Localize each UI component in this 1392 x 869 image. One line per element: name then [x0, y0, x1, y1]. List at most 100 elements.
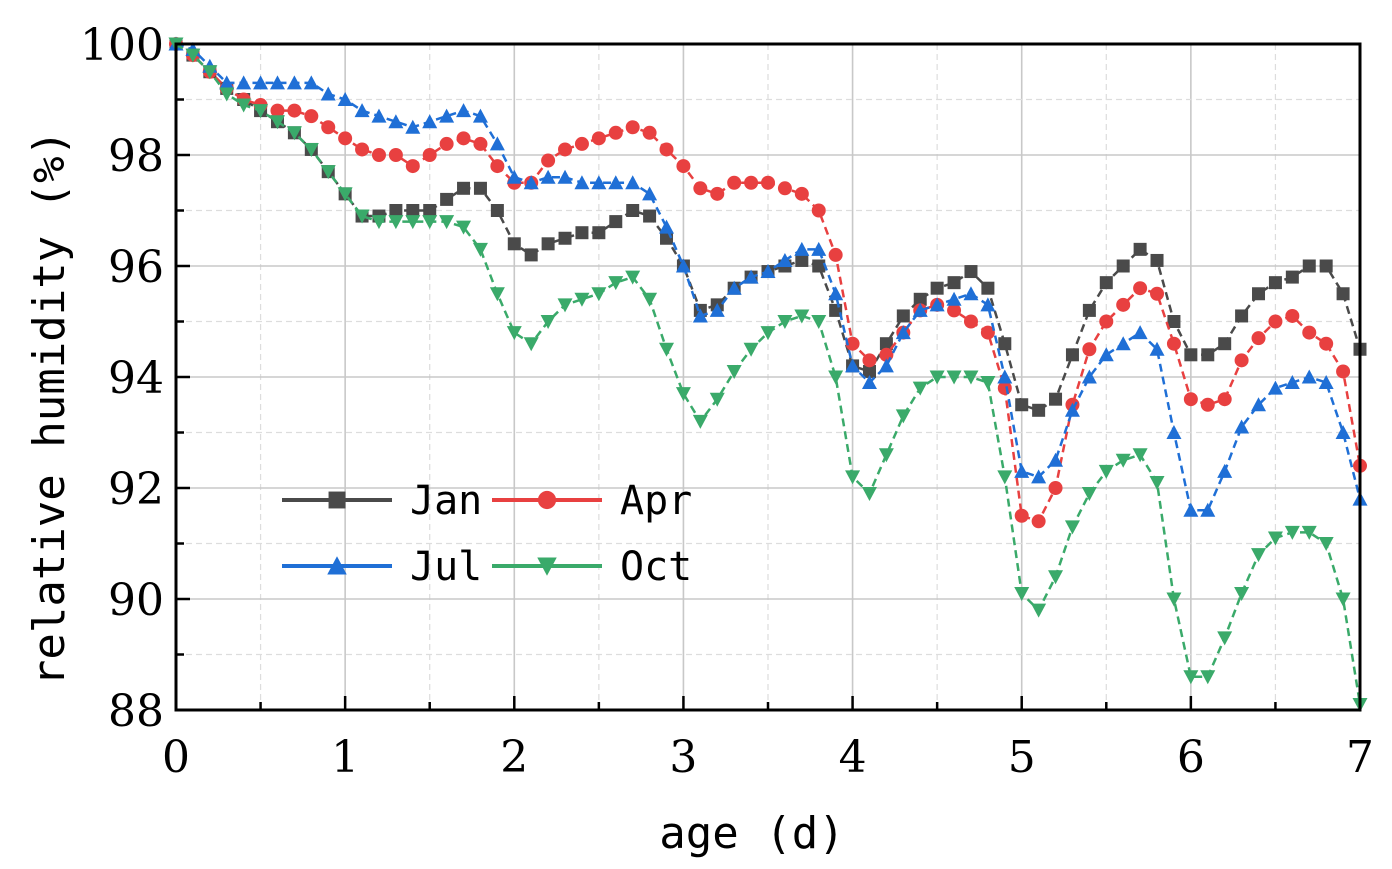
data-point-oct	[1132, 448, 1148, 463]
legend: Jan Apr Jul Oct	[282, 478, 692, 590]
data-point-jul	[692, 308, 708, 323]
data-point-apr	[1251, 331, 1266, 346]
data-point-jan	[389, 204, 403, 217]
data-point-apr	[1014, 508, 1029, 523]
data-point-apr	[321, 120, 336, 135]
data-point-oct	[1251, 548, 1267, 563]
data-point-jan	[998, 337, 1012, 351]
data-point-jan	[1184, 348, 1198, 362]
x-tick-label: 5	[1008, 732, 1036, 783]
data-point-oct	[303, 142, 319, 157]
legend-label-oct: Oct	[620, 544, 692, 590]
data-point-jul	[337, 92, 353, 106]
data-point-jul	[1132, 325, 1148, 340]
data-point-oct	[625, 270, 641, 285]
series-oct	[168, 37, 1368, 712]
data-point-oct	[811, 315, 827, 329]
data-point-jul	[1115, 336, 1131, 351]
data-point-oct	[185, 48, 201, 63]
data-point-apr	[1234, 353, 1249, 368]
data-point-oct	[202, 65, 218, 80]
data-point-jul	[591, 175, 607, 190]
data-point-jul	[878, 358, 894, 373]
data-point-jul	[286, 75, 302, 90]
data-point-jul	[811, 241, 827, 256]
data-point-jul	[1031, 469, 1047, 484]
data-point-oct	[1217, 631, 1233, 646]
y-tick-label: 92	[108, 464, 164, 515]
data-point-jul	[456, 103, 472, 118]
data-point-apr	[744, 175, 759, 190]
data-point-jul	[269, 75, 285, 90]
data-point-jul	[506, 169, 522, 184]
data-point-oct	[709, 392, 725, 407]
data-point-jul	[1251, 397, 1267, 412]
data-point-apr	[693, 181, 708, 196]
data-point-oct	[523, 337, 539, 352]
data-point-oct	[1081, 487, 1097, 502]
data-point-oct	[540, 315, 556, 329]
data-point-jan	[643, 209, 657, 223]
data-point-apr	[811, 203, 826, 218]
data-point-jan	[913, 292, 927, 306]
data-point-jul	[557, 169, 573, 184]
y-tick-label: 96	[108, 242, 164, 293]
data-point-oct	[794, 309, 810, 324]
data-point-jul	[388, 114, 404, 129]
data-point-oct	[236, 98, 252, 113]
y-axis-title: relative humidity (%)	[24, 130, 75, 686]
data-point-oct	[642, 292, 658, 307]
data-point-jul	[1048, 452, 1064, 467]
legend-marker-oct	[537, 557, 557, 576]
series-layer	[168, 36, 1368, 712]
data-point-oct	[439, 215, 455, 230]
data-point-jan	[795, 253, 809, 267]
data-point-jul	[236, 75, 252, 90]
data-point-apr	[558, 142, 573, 157]
data-point-oct	[506, 326, 522, 341]
data-point-apr	[371, 148, 386, 162]
ticks	[174, 42, 1362, 712]
data-point-jul	[845, 358, 861, 373]
data-point-oct	[1149, 475, 1165, 490]
data-point-oct	[1267, 531, 1283, 546]
tick-labels: 0 1 2 3 4 5 6 7 88 90 92 94 96 98 100	[80, 20, 1374, 783]
legend-marker-apr	[537, 490, 557, 510]
data-point-jul	[1217, 463, 1233, 478]
data-point-jan	[947, 276, 961, 290]
data-point-oct	[388, 215, 404, 230]
data-point-jan	[1116, 259, 1130, 273]
data-point-jan	[1235, 309, 1249, 323]
data-point-apr	[1285, 308, 1300, 323]
data-point-jul	[303, 75, 319, 90]
data-point-jan	[1252, 287, 1266, 301]
data-point-jul	[320, 86, 336, 101]
data-point-oct	[692, 414, 708, 429]
legend-label-apr: Apr	[620, 478, 692, 524]
data-point-apr	[1166, 336, 1181, 351]
data-point-jan	[423, 204, 437, 217]
data-point-apr	[541, 153, 556, 168]
data-point-jul	[997, 369, 1013, 384]
data-point-oct	[1183, 670, 1199, 685]
data-point-apr	[304, 109, 319, 124]
data-point-apr	[727, 175, 742, 190]
data-point-oct	[963, 370, 979, 385]
data-point-jul	[743, 269, 759, 284]
data-point-jan	[930, 281, 944, 295]
data-point-jul	[895, 325, 911, 340]
data-point-jul	[980, 297, 996, 312]
data-point-jan	[862, 364, 876, 378]
x-tick-label: 2	[500, 732, 528, 783]
data-point-jan	[1302, 259, 1316, 273]
data-point-jan	[473, 181, 487, 195]
data-point-apr	[1336, 364, 1351, 379]
data-point-apr	[1217, 392, 1232, 407]
data-point-jul	[625, 175, 641, 190]
data-point-oct	[726, 364, 742, 379]
data-point-oct	[253, 104, 269, 119]
data-point-jan	[524, 248, 538, 262]
data-point-oct	[456, 220, 472, 235]
data-point-apr	[439, 136, 454, 151]
